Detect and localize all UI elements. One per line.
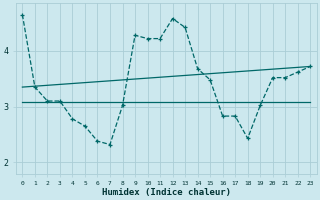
X-axis label: Humidex (Indice chaleur): Humidex (Indice chaleur) bbox=[102, 188, 231, 197]
